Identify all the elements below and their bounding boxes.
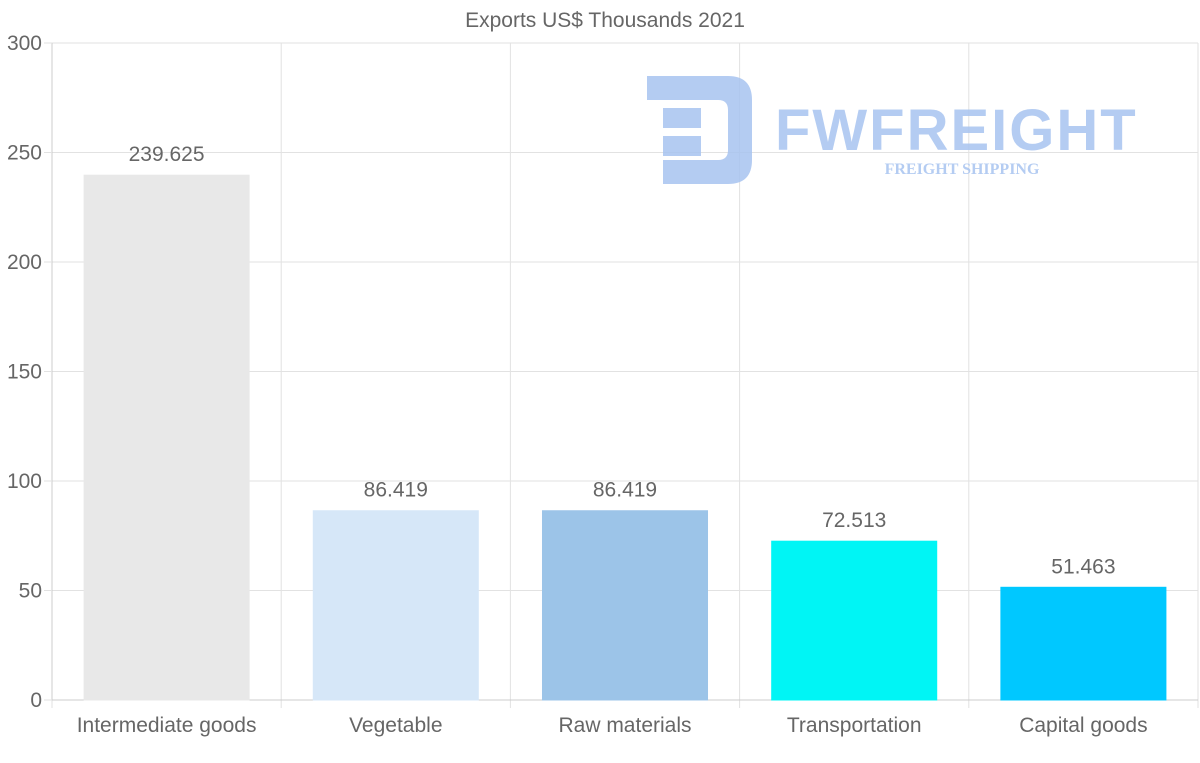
bars	[83, 174, 1167, 701]
y-tick-label: 0	[30, 689, 42, 712]
bar-capital-goods[interactable]	[1000, 586, 1167, 701]
value-label: 239.625	[129, 143, 205, 166]
bar-transportation[interactable]	[771, 540, 938, 701]
y-tick-label: 250	[7, 142, 42, 165]
value-label: 86.419	[593, 479, 657, 502]
value-label: 72.513	[822, 509, 886, 532]
watermark-brand: FWFREIGHT	[775, 98, 1138, 163]
x-tick-label: Vegetable	[349, 714, 442, 737]
chart-title: Exports US$ Thousands 2021	[465, 9, 745, 32]
logo-mark-icon	[647, 76, 752, 184]
x-tick-label: Intermediate goods	[77, 714, 257, 737]
y-axis-ticks: 0 50 100 150 200 250 300	[7, 32, 52, 712]
y-tick-label: 300	[7, 32, 42, 55]
bar-intermediate-goods[interactable]	[83, 174, 250, 701]
x-tick-label: Raw materials	[558, 714, 691, 737]
y-tick-label: 50	[19, 580, 42, 603]
value-labels: 239.625 86.419 86.419 72.513 51.463	[129, 143, 1116, 578]
x-axis-ticks: Intermediate goods Vegetable Raw materials…	[77, 714, 1148, 737]
watermark-logo: FWFREIGHT FREIGHT SHIPPING	[647, 76, 1138, 184]
y-tick-label: 150	[7, 361, 42, 384]
value-label: 86.419	[364, 479, 428, 502]
y-tick-label: 200	[7, 251, 42, 274]
y-tick-label: 100	[7, 470, 42, 493]
x-tick-label: Capital goods	[1019, 714, 1147, 737]
x-tick-label: Transportation	[787, 714, 922, 737]
bar-vegetable[interactable]	[312, 510, 479, 701]
watermark-tagline: FREIGHT SHIPPING	[885, 161, 1040, 178]
value-label: 51.463	[1051, 555, 1115, 578]
bar-raw-materials[interactable]	[541, 510, 709, 701]
